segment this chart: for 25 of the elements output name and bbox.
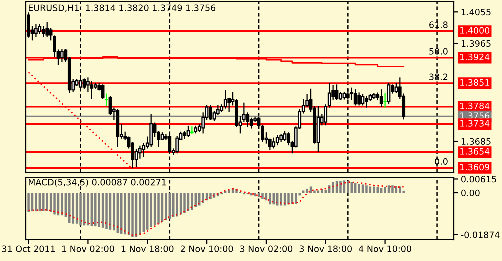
chart-title: MACD(5,34,5) 0.00087 0.00271: [29, 178, 166, 187]
ref-line-label: 1.3609: [460, 164, 490, 171]
chart-title: EURUSD,H1 1.3814 1.3820 1.3749 1.3756: [29, 4, 216, 12]
ref-line-label: 1.3784: [460, 102, 490, 110]
ref-line-label: 1.3654: [460, 148, 490, 155]
ref-line-label: 1.3756: [460, 112, 490, 120]
annotation: 50.0: [430, 48, 448, 55]
x-tick-label: 1 Nov 02:00: [62, 246, 114, 252]
x-tick-label: 1 Nov 18:00: [122, 246, 174, 252]
x-tick-label: 31 Oct 2011: [2, 246, 56, 252]
y-tick-label: 1.4055: [462, 8, 491, 16]
annotation: 0.0: [435, 158, 448, 166]
x-tick-label: 4 Nov 10:00: [359, 246, 412, 252]
y-tick-label: -0.01874: [461, 232, 500, 238]
y-tick-label: 0.00615: [462, 176, 496, 183]
x-tick-label: 3 Nov 18:00: [300, 246, 352, 252]
y-tick-label: 1.3685: [462, 138, 491, 145]
ref-line-label: 1.4000: [460, 27, 490, 34]
x-tick-label: 2 Nov 10:00: [180, 246, 234, 252]
ref-line-label: 1.3851: [460, 79, 490, 86]
ref-line-label: 1.3924: [460, 54, 490, 60]
x-tick-label: 3 Nov 02:00: [240, 246, 293, 252]
y-tick-label: 0.00: [462, 190, 480, 196]
ref-line-label: 1.3734: [460, 120, 490, 127]
y-tick-label: 1.3965: [462, 40, 491, 48]
